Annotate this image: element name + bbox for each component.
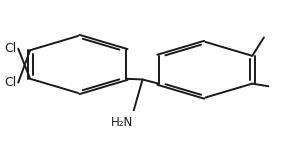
Text: H₂N: H₂N [111,116,133,129]
Text: Cl: Cl [4,76,17,89]
Text: Cl: Cl [4,42,17,55]
